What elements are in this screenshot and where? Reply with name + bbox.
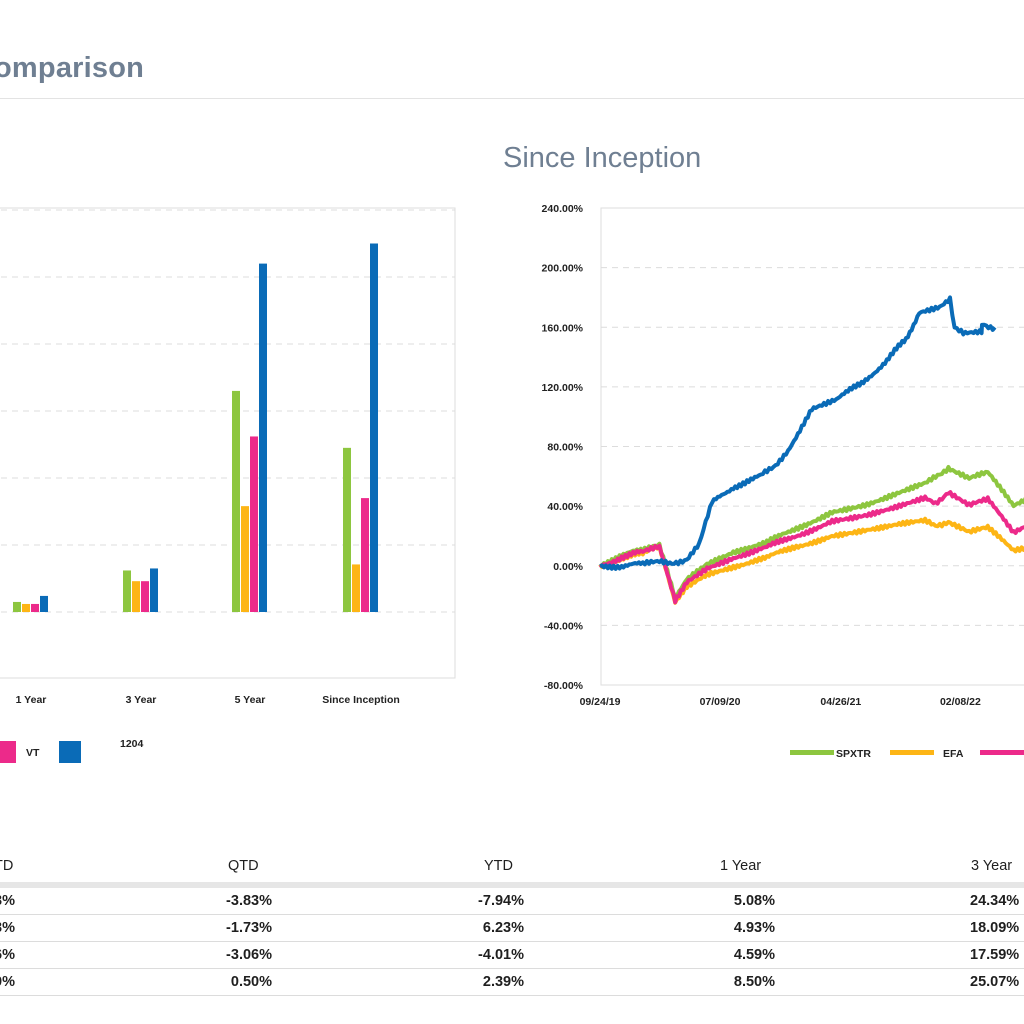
- bar-x-tick-label: 5 Year: [235, 694, 266, 706]
- header-cell-td: TD: [0, 858, 14, 874]
- bar-x-tick-label: 1 Year: [16, 694, 47, 706]
- bar-plot-frame: [0, 207, 456, 679]
- bar: [132, 581, 140, 612]
- line-y-tick-label: 200.00%: [542, 263, 584, 275]
- table-row: 6% -3.06% -4.01% 4.59% 17.59%: [0, 942, 1024, 969]
- line-x-tick-label: 04/26/21: [820, 696, 861, 708]
- legend-swatch: [890, 750, 934, 755]
- table-row: 3% -1.73% 6.23% 4.93% 18.09%: [0, 915, 1024, 942]
- table-cell: 6.23%: [482, 920, 524, 936]
- table-cell: 5.08%: [733, 893, 775, 909]
- bar-x-tick-label: Since Inception: [322, 694, 400, 706]
- table-cell: -3.06%: [226, 947, 272, 963]
- table-cell: 3%: [0, 920, 15, 936]
- legend-label: EFA: [943, 748, 964, 760]
- table-cell: -1.73%: [226, 920, 272, 936]
- bar: [370, 243, 378, 612]
- legend-swatch-vt: [0, 741, 16, 763]
- table-cell: 2.39%: [482, 974, 524, 990]
- table-cell: 0%: [0, 974, 15, 990]
- bar: [123, 570, 131, 612]
- page-title: omparison: [0, 52, 145, 84]
- line-series: [598, 490, 1024, 605]
- bar: [13, 601, 21, 612]
- bar: [352, 564, 360, 612]
- legend-clip: [100, 748, 160, 768]
- bar: [22, 603, 30, 612]
- table-header: TD QTD YTD 1 Year 3 Year: [0, 852, 1024, 888]
- legend-label: SPXTR: [836, 748, 871, 760]
- table-cell: 6%: [0, 947, 15, 963]
- line-y-tick-label: 160.00%: [542, 322, 584, 334]
- legend-swatch: [980, 750, 1024, 755]
- table-cell: 24.34%: [970, 893, 1020, 909]
- table-cell: 3%: [0, 893, 15, 909]
- header-cell-3-year: 3 Year: [971, 858, 1013, 874]
- table-cell: 17.59%: [970, 947, 1020, 963]
- bar: [259, 263, 267, 612]
- table-cell: -4.01%: [478, 947, 524, 963]
- bar: [361, 498, 369, 612]
- table-row: 3% -3.83% -7.94% 5.08% 24.34%: [0, 888, 1024, 915]
- legend-swatch-blue: [59, 741, 81, 763]
- header-cell-qtd: QTD: [228, 858, 259, 874]
- line-y-tick-label: 40.00%: [547, 501, 583, 513]
- table-cell: 8.50%: [733, 974, 775, 990]
- bar: [250, 436, 258, 612]
- table-row: 0% 0.50% 2.39% 8.50% 25.07%: [0, 969, 1024, 996]
- line-chart-title: Since Inception: [503, 142, 702, 174]
- line-chart: 240.00% 200.00% 160.00% 120.00% 80.00% 40.00%…: [542, 203, 1024, 760]
- table-cell: -7.94%: [478, 893, 524, 909]
- table-cell: 4.59%: [733, 947, 775, 963]
- bar: [241, 506, 249, 612]
- bar: [232, 390, 240, 612]
- bar: [150, 568, 158, 612]
- title-divider: [0, 98, 1024, 99]
- legend-swatch: [790, 750, 834, 755]
- line-x-tick-label: 09/24/19: [580, 696, 621, 708]
- line-y-tick-label: 240.00%: [542, 203, 584, 215]
- bar: [40, 595, 48, 612]
- line-y-tick-label: 120.00%: [542, 382, 584, 394]
- bar: [141, 581, 149, 612]
- bar-x-tick-label: 3 Year: [126, 694, 157, 706]
- table-cell: 18.09%: [970, 920, 1020, 936]
- table-cell: 4.93%: [733, 920, 775, 936]
- bar: [343, 447, 351, 612]
- legend-label-blue: 1204: [120, 738, 144, 750]
- table-cell: 0.50%: [230, 974, 272, 990]
- line-y-tick-label: -40.00%: [544, 620, 584, 632]
- line-series: [599, 295, 997, 571]
- table-cell: -3.83%: [226, 893, 272, 909]
- performance-table: TD QTD YTD 1 Year 3 Year 3% -3.83% -7.94…: [0, 852, 1024, 996]
- line-y-tick-label: 0.00%: [553, 561, 583, 573]
- line-x-tick-label: 07/09/20: [700, 696, 741, 708]
- header-cell-1-year: 1 Year: [720, 858, 762, 874]
- line-y-tick-label: 80.00%: [547, 442, 583, 454]
- bar-chart: 1 Year 3 Year 5 Year Since Inception VT 1204: [0, 207, 456, 768]
- bar: [31, 603, 39, 612]
- line-x-tick-label: 02/08/22: [940, 696, 981, 708]
- line-y-tick-label: -80.00%: [544, 680, 584, 692]
- table-cell: 25.07%: [970, 974, 1020, 990]
- header-cell-ytd: YTD: [484, 858, 513, 874]
- legend-label-vt: VT: [26, 747, 40, 759]
